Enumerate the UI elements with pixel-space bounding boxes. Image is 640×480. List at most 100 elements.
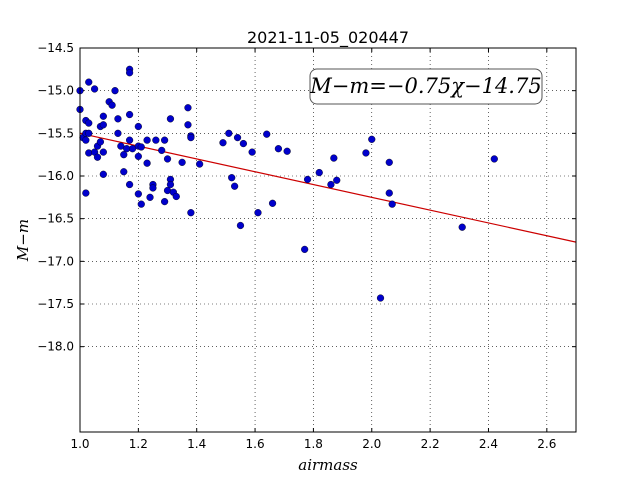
x-tick-label: 1.8 xyxy=(304,437,323,451)
data-point xyxy=(120,151,128,159)
data-point xyxy=(368,135,376,143)
data-point xyxy=(126,180,134,189)
data-point xyxy=(239,139,247,148)
y-tick-label: −15.5 xyxy=(37,126,74,140)
plot-frame xyxy=(79,47,577,433)
grid-lines xyxy=(79,47,576,432)
data-point xyxy=(82,189,90,197)
data-points xyxy=(76,65,498,302)
data-point xyxy=(137,143,145,151)
y-axis-label: M−m xyxy=(14,219,32,262)
y-tick-label: −16.0 xyxy=(37,169,74,183)
data-point xyxy=(219,139,227,147)
data-point xyxy=(161,198,169,206)
data-point xyxy=(184,104,192,112)
y-tick-label: −17.5 xyxy=(37,297,74,311)
data-point xyxy=(99,112,107,120)
data-point xyxy=(111,87,119,95)
data-point xyxy=(233,134,242,142)
data-point xyxy=(108,101,116,109)
data-point xyxy=(114,129,122,137)
y-axis: −14.5 −15.0 −15.5 −16.0 −16.5 −17.0 −17.5 −18.0 xyxy=(37,41,576,354)
data-point xyxy=(82,136,90,144)
x-tick-label: 2.6 xyxy=(537,437,556,451)
data-point xyxy=(126,110,134,119)
data-point xyxy=(172,192,180,201)
data-point xyxy=(231,182,239,190)
data-point xyxy=(166,115,175,123)
data-point xyxy=(301,245,309,253)
data-point xyxy=(85,119,93,127)
data-point xyxy=(330,154,338,162)
data-point xyxy=(158,146,166,155)
y-tick-label: −18.0 xyxy=(37,340,74,354)
fit-annotation: M−m=−0.75χ−14.75 xyxy=(309,68,543,105)
data-point xyxy=(236,221,245,230)
data-point xyxy=(152,136,160,144)
data-point xyxy=(166,180,175,189)
data-point xyxy=(268,199,277,207)
data-point xyxy=(376,294,385,302)
data-point xyxy=(490,155,498,163)
data-point xyxy=(126,69,134,77)
annotation-box xyxy=(309,68,543,105)
data-point xyxy=(333,176,341,184)
data-point xyxy=(149,184,157,192)
data-point xyxy=(134,190,142,198)
data-point xyxy=(85,78,93,86)
data-point xyxy=(99,148,107,156)
data-point xyxy=(90,85,99,93)
data-point xyxy=(93,153,102,161)
chart-title: 2021-11-05_020447 xyxy=(247,28,409,48)
data-point xyxy=(458,223,466,231)
data-point xyxy=(225,129,233,137)
data-point xyxy=(254,209,262,217)
data-point xyxy=(385,189,393,197)
x-tick-label: 1.2 xyxy=(129,437,148,451)
data-point xyxy=(178,158,186,166)
data-point xyxy=(99,121,107,129)
data-point xyxy=(248,148,256,156)
x-tick-label: 1.4 xyxy=(187,437,206,451)
data-point xyxy=(146,193,154,201)
data-point xyxy=(163,155,172,163)
y-tick-label: −17.0 xyxy=(37,254,74,268)
data-point xyxy=(120,168,128,176)
x-tick-label: 1.0 xyxy=(70,437,89,451)
data-point xyxy=(388,200,396,208)
data-point xyxy=(143,159,151,167)
x-tick-label: 2.0 xyxy=(362,437,381,451)
data-point xyxy=(303,175,312,184)
data-point xyxy=(134,152,142,160)
data-point xyxy=(143,136,151,144)
y-tick-label: −15.0 xyxy=(37,84,74,98)
y-tick-label: −14.5 xyxy=(37,41,74,55)
data-point xyxy=(126,136,134,144)
x-axis-label: airmass xyxy=(298,456,358,474)
data-point xyxy=(283,147,291,155)
y-tick-label: −16.5 xyxy=(37,212,74,226)
x-tick-label: 2.2 xyxy=(421,437,440,451)
data-point xyxy=(274,145,283,153)
x-tick-label: 1.6 xyxy=(246,437,265,451)
annotation-text: M−m=−0.75χ−14.75 xyxy=(309,74,541,98)
data-point xyxy=(184,121,192,129)
data-point xyxy=(161,136,169,144)
data-point xyxy=(327,180,335,189)
data-point xyxy=(362,149,370,157)
x-tick-label: 2.4 xyxy=(479,437,498,451)
data-point xyxy=(99,170,107,178)
data-point xyxy=(137,200,145,208)
data-point xyxy=(134,122,142,131)
data-point xyxy=(96,138,105,146)
data-point xyxy=(228,174,236,182)
data-point xyxy=(114,115,122,123)
data-point xyxy=(187,209,195,217)
data-point xyxy=(315,168,323,177)
data-point xyxy=(196,160,204,168)
data-point xyxy=(85,129,93,137)
data-point xyxy=(263,130,271,138)
data-point xyxy=(385,158,393,166)
data-point xyxy=(187,134,195,142)
